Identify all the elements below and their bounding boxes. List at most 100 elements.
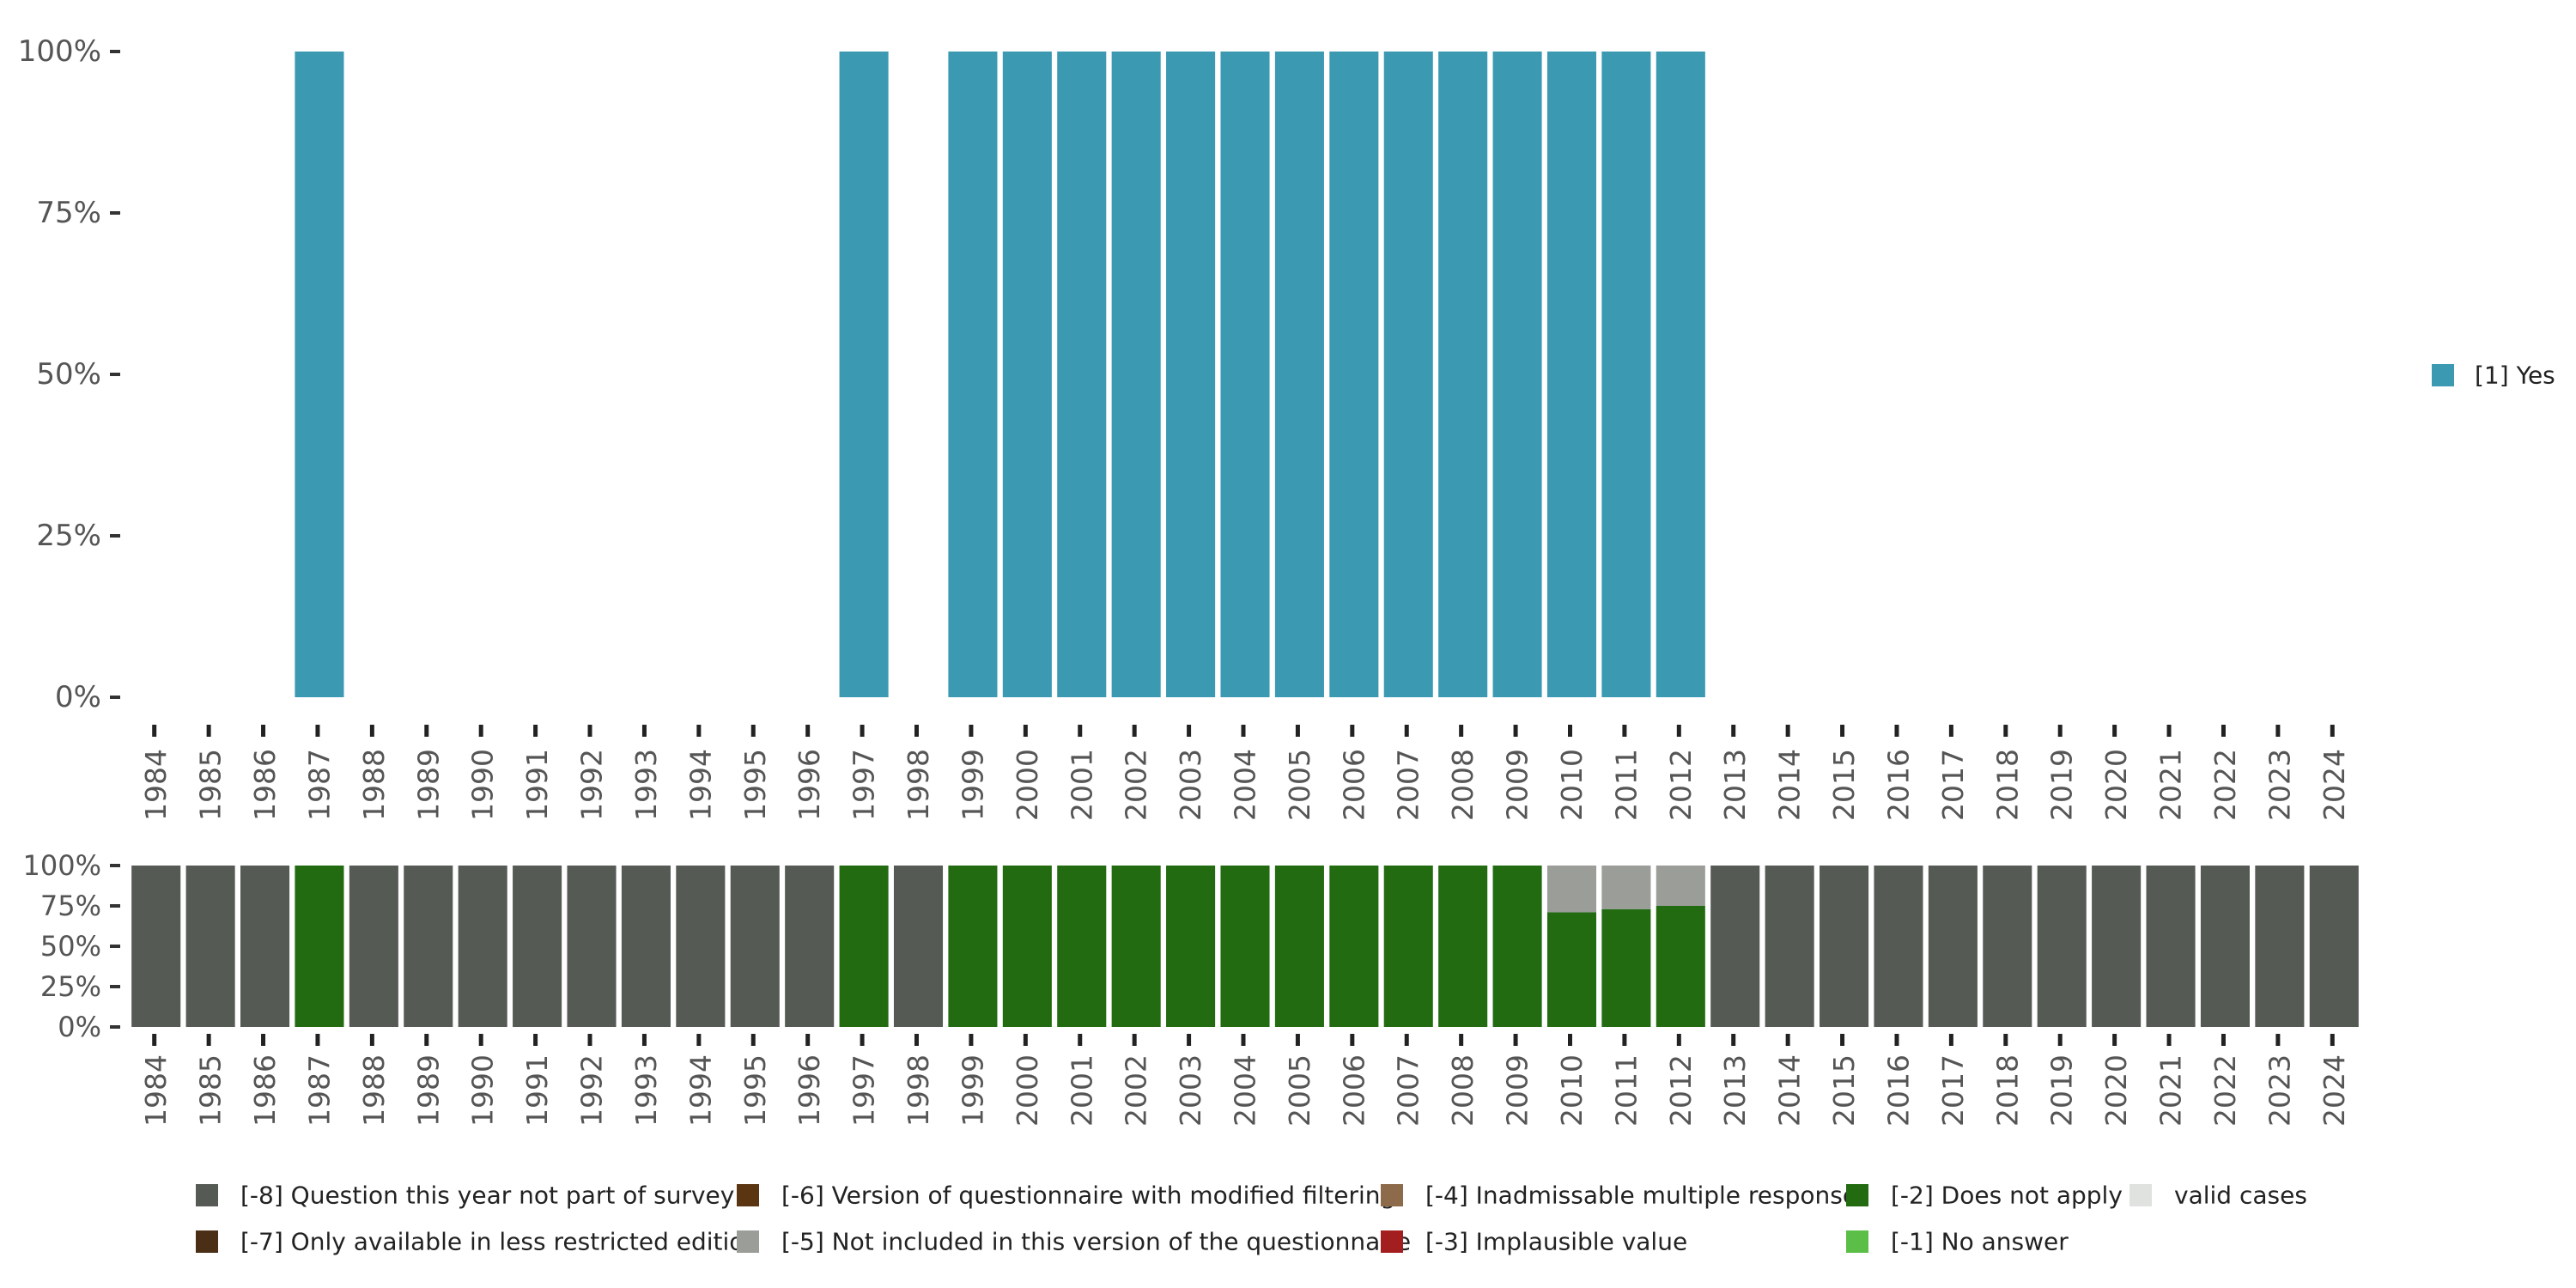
legend-label-8: valid cases — [2174, 1182, 2307, 1210]
legend-swatch-yes — [2432, 364, 2454, 386]
bar-2004--2-does-not-apply — [1220, 866, 1270, 1027]
bar-1998--8-question-this-year-not-part-of-survey — [893, 866, 944, 1027]
y-tick-label: 50% — [40, 930, 101, 963]
x-tick-label-2023: 2023 — [2263, 749, 2296, 821]
bar-1996--8-question-this-year-not-part-of-survey — [785, 866, 835, 1027]
x-tick-label-2003: 2003 — [1174, 749, 1207, 821]
bar-2014--8-question-this-year-not-part-of-survey — [1765, 866, 1814, 1027]
bar-2004--1-yes — [1220, 52, 1270, 697]
bar-2000--2-does-not-apply — [1002, 866, 1052, 1027]
x-tick-label-2009: 2009 — [1501, 1054, 1534, 1127]
x-tick-label-2005: 2005 — [1283, 749, 1316, 821]
bar-2005--1-yes — [1274, 52, 1324, 697]
bar-1992--8-question-this-year-not-part-of-survey — [567, 866, 617, 1027]
bar-2021--8-question-this-year-not-part-of-survey — [2146, 866, 2196, 1027]
x-tick-label-2013: 2013 — [1718, 749, 1752, 821]
bar-2009--2-does-not-apply — [1492, 866, 1542, 1027]
x-tick-label-2011: 2011 — [1609, 749, 1643, 821]
legend-label-2: [-6] Version of questionnaire with modif… — [781, 1182, 1395, 1210]
x-tick-label-1992: 1992 — [575, 1054, 609, 1127]
bar-2012--2-does-not-apply — [1656, 906, 1705, 1027]
bar-2012--5-not-included-in-this-version-of-the-questionnaire — [1656, 866, 1705, 906]
bar-2019--8-question-this-year-not-part-of-survey — [2037, 866, 2087, 1027]
bar-2020--8-question-this-year-not-part-of-survey — [2092, 866, 2142, 1027]
y-tick-label: 100% — [18, 34, 101, 69]
bar-2016--8-question-this-year-not-part-of-survey — [1874, 866, 1923, 1027]
bar-2008--1-yes — [1438, 52, 1488, 697]
bar-1999--2-does-not-apply — [948, 866, 998, 1027]
bar-2008--2-does-not-apply — [1438, 866, 1488, 1027]
y-tick-label: 25% — [40, 970, 101, 1003]
bar-1984--8-question-this-year-not-part-of-survey — [131, 866, 181, 1027]
x-tick-label-2010: 2010 — [1555, 1054, 1589, 1127]
legend-swatch-4 — [1381, 1184, 1403, 1206]
legend-swatch-0 — [196, 1184, 218, 1206]
bar-1990--8-question-this-year-not-part-of-survey — [458, 866, 507, 1027]
bar-1985--8-question-this-year-not-part-of-survey — [185, 866, 235, 1027]
x-tick-label-2018: 2018 — [1990, 749, 2024, 821]
x-tick-label-2017: 2017 — [1936, 1054, 1970, 1127]
x-tick-label-2002: 2002 — [1120, 749, 1153, 821]
x-tick-label-2024: 2024 — [2318, 749, 2351, 821]
x-tick-label-2018: 2018 — [1990, 1054, 2024, 1127]
x-tick-label-2011: 2011 — [1609, 1054, 1643, 1127]
x-tick-label-1998: 1998 — [902, 749, 935, 821]
bar-2012--1-yes — [1656, 52, 1705, 697]
x-tick-label-2006: 2006 — [1337, 749, 1370, 821]
x-tick-label-1996: 1996 — [793, 749, 826, 821]
x-tick-label-2017: 2017 — [1936, 749, 1970, 821]
x-tick-label-1999: 1999 — [956, 749, 989, 821]
legend-label-5: [-3] Implausible value — [1425, 1228, 1687, 1256]
bar-2007--2-does-not-apply — [1383, 866, 1433, 1027]
bar-2018--8-question-this-year-not-part-of-survey — [1983, 866, 2032, 1027]
x-tick-label-1989: 1989 — [411, 749, 445, 821]
bar-2010--5-not-included-in-this-version-of-the-questionnaire — [1546, 866, 1597, 913]
x-tick-label-1988: 1988 — [357, 1054, 391, 1127]
x-tick-label-1998: 1998 — [902, 1054, 935, 1127]
bar-2010--2-does-not-apply — [1546, 912, 1597, 1027]
x-tick-label-1989: 1989 — [411, 1054, 445, 1127]
x-tick-label-1987: 1987 — [302, 749, 336, 821]
bar-2010--1-yes — [1546, 52, 1597, 697]
bar-2007--1-yes — [1383, 52, 1433, 697]
legend-label-3: [-5] Not included in this version of the… — [781, 1228, 1411, 1256]
x-tick-label-2008: 2008 — [1446, 1054, 1479, 1127]
legend-swatch-8 — [2129, 1184, 2152, 1206]
chart-panel-2: 0% 25% 50% 75% 100% 1984 1985 1986 1987 1988 1989 1… — [23, 849, 2359, 1256]
bar-1986--8-question-this-year-not-part-of-survey — [240, 866, 290, 1027]
x-tick-label-1997: 1997 — [848, 1054, 881, 1127]
bar-2003--1-yes — [1166, 52, 1216, 697]
x-tick-label-2006: 2006 — [1337, 1054, 1370, 1127]
x-tick-label-2000: 2000 — [1011, 749, 1044, 821]
x-tick-label-1993: 1993 — [629, 749, 663, 821]
x-tick-label-1990: 1990 — [466, 1054, 500, 1127]
bar-2005--2-does-not-apply — [1274, 866, 1324, 1027]
bar-1997--2-does-not-apply — [839, 866, 889, 1027]
legend-label-7: [-1] No answer — [1891, 1228, 2069, 1256]
bar-2011--2-does-not-apply — [1601, 908, 1651, 1027]
x-tick-label-1993: 1993 — [629, 1054, 663, 1127]
x-tick-label-1999: 1999 — [956, 1054, 989, 1127]
x-tick-label-2020: 2020 — [2099, 749, 2133, 821]
x-tick-label-2022: 2022 — [2208, 749, 2242, 821]
x-tick-label-2007: 2007 — [1392, 1054, 1425, 1127]
y-tick-label: 100% — [23, 849, 101, 882]
x-tick-label-1990: 1990 — [466, 749, 500, 821]
x-tick-label-2015: 2015 — [1827, 1054, 1861, 1127]
x-tick-label-1984: 1984 — [139, 749, 173, 821]
x-tick-label-2010: 2010 — [1555, 749, 1589, 821]
bar-2011--5-not-included-in-this-version-of-the-questionnaire — [1601, 866, 1651, 909]
bar-1993--8-question-this-year-not-part-of-survey — [621, 866, 671, 1027]
x-tick-label-2004: 2004 — [1229, 749, 1262, 821]
x-tick-label-2005: 2005 — [1283, 1054, 1316, 1127]
x-tick-label-2014: 2014 — [1773, 1054, 1807, 1127]
y-tick-label: 50% — [36, 357, 101, 392]
bar-1987--1-yes — [295, 52, 344, 697]
legend-label-0: [-8] Question this year not part of surv… — [240, 1182, 734, 1210]
bar-2000--1-yes — [1002, 52, 1052, 697]
bar-1999--1-yes — [948, 52, 998, 697]
x-tick-label-1995: 1995 — [738, 749, 772, 821]
x-tick-label-2007: 2007 — [1392, 749, 1425, 821]
x-tick-label-2015: 2015 — [1827, 749, 1861, 821]
